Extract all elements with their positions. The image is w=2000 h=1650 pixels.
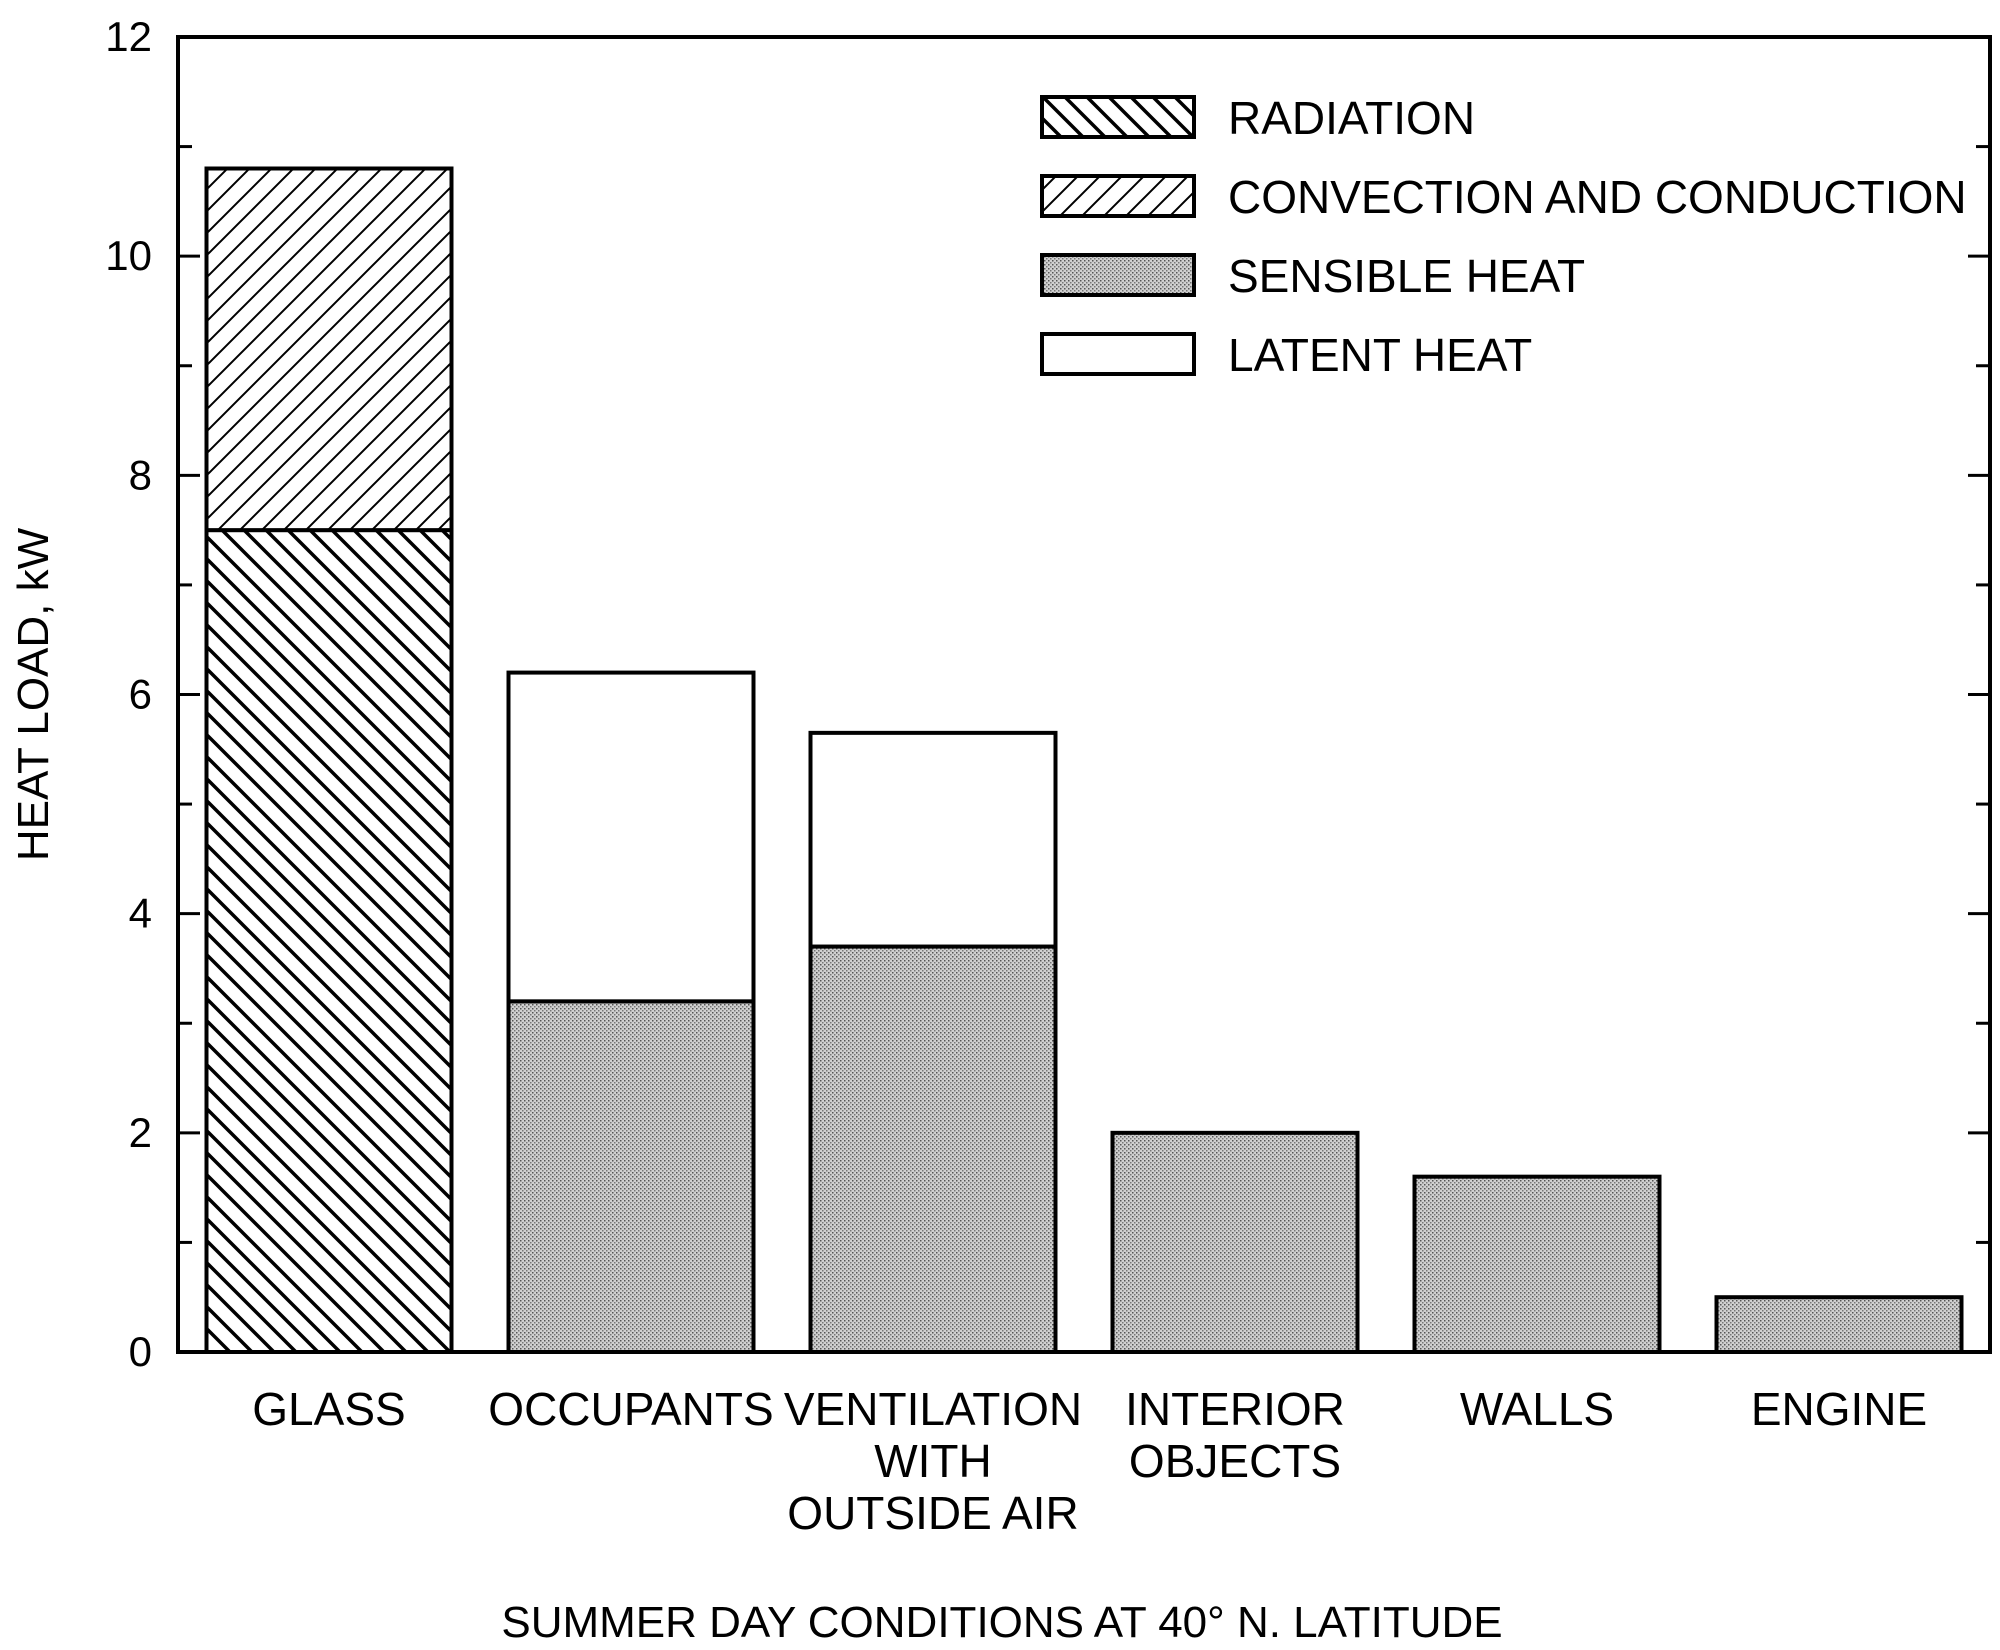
legend-swatch [1040, 174, 1196, 218]
y-tick-label: 0 [129, 1328, 152, 1375]
legend-swatch [1040, 95, 1196, 139]
bar-segment [1714, 1295, 1964, 1355]
bar-segment [506, 670, 756, 1004]
bar-segment [808, 944, 1058, 1355]
legend-label: SENSIBLE HEAT [1228, 250, 1585, 302]
category-label: GLASS [252, 1383, 405, 1435]
bar-segment [1412, 1174, 1662, 1354]
bar-segment [204, 166, 454, 533]
category-label: WALLS [1460, 1383, 1614, 1435]
y-tick-label: 10 [105, 232, 152, 279]
category-label: OUTSIDE AIR [787, 1487, 1078, 1539]
category-label: VENTILATION [784, 1383, 1082, 1435]
category-label: ENGINE [1751, 1383, 1927, 1435]
legend-label: LATENT HEAT [1228, 329, 1532, 381]
legend-label: RADIATION [1228, 92, 1475, 144]
y-ticks: 0 2 4 6 8 10 12 [105, 13, 1990, 1375]
y-axis-label: HEAT LOAD, kW [9, 527, 58, 861]
x-axis-label: SUMMER DAY CONDITIONS AT 40° N. LATITUDE [501, 1598, 1502, 1647]
bars [204, 166, 1964, 1355]
category-label: OCCUPANTS [488, 1383, 773, 1435]
y-tick-label: 12 [105, 13, 152, 60]
bar-segment [808, 730, 1058, 949]
bar-segment [204, 528, 454, 1354]
legend-swatch [1040, 253, 1196, 297]
category-label: WITH [874, 1435, 992, 1487]
bar-segment [1110, 1130, 1360, 1355]
y-tick-label: 6 [129, 671, 152, 718]
legend-swatch [1040, 332, 1196, 376]
y-tick-label: 2 [129, 1109, 152, 1156]
bar-segment [506, 999, 756, 1354]
category-label: OBJECTS [1129, 1435, 1341, 1487]
y-tick-label: 4 [129, 890, 152, 937]
category-label: INTERIOR [1125, 1383, 1345, 1435]
y-tick-label: 8 [129, 451, 152, 498]
plot-frame [176, 35, 1992, 1354]
legend: RADIATION CONVECTION AND CONDUCTION SENSIB… [1040, 92, 1967, 381]
legend-label: CONVECTION AND CONDUCTION [1228, 171, 1967, 223]
